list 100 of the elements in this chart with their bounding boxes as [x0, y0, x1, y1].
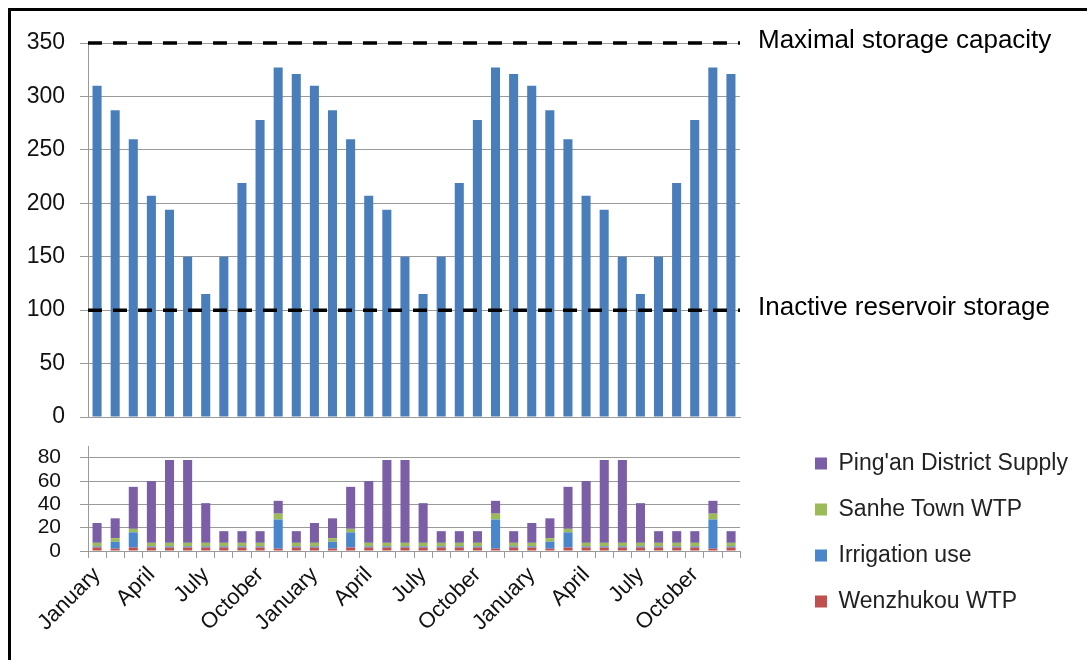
bar [563, 486, 573, 529]
y-tick-label: 50 [39, 348, 65, 375]
bar [92, 85, 102, 417]
y-tick-label: 250 [26, 135, 65, 162]
bar [110, 110, 120, 417]
bar [436, 256, 446, 417]
bar [128, 486, 138, 529]
bar [509, 73, 519, 417]
bar [653, 256, 664, 417]
bar [219, 256, 229, 417]
y-tick-label: 20 [37, 514, 61, 538]
bar [527, 85, 537, 417]
bar [128, 139, 138, 417]
bar [346, 547, 356, 551]
bar [328, 541, 338, 549]
bar [92, 523, 102, 543]
bar [128, 532, 138, 548]
bar [490, 67, 501, 417]
bar [545, 110, 555, 417]
bar [617, 256, 627, 417]
bar [690, 531, 700, 543]
bar [472, 531, 482, 543]
bar [400, 460, 410, 543]
bar [400, 256, 410, 417]
bar [273, 519, 283, 549]
bar [328, 538, 338, 542]
y-tick-label: 300 [26, 81, 65, 108]
y-tick-label: 0 [52, 402, 65, 429]
bar [436, 531, 446, 543]
bar [418, 294, 428, 417]
bar [328, 518, 338, 539]
y-tick-label: 150 [26, 242, 65, 269]
bar [509, 531, 519, 543]
bar [491, 513, 501, 520]
bar [146, 481, 156, 543]
bar [273, 500, 283, 514]
bar [382, 209, 392, 417]
bar [654, 531, 664, 543]
bar [563, 139, 573, 417]
y-tick-label: 40 [37, 491, 61, 515]
bar [346, 486, 356, 529]
bar [110, 541, 120, 549]
bar [672, 531, 682, 543]
bar [309, 523, 319, 543]
bar [545, 541, 555, 549]
bar [255, 119, 265, 417]
legend-label: Wenzhukou WTP [838, 586, 1018, 613]
bar [726, 531, 736, 543]
bar [273, 513, 283, 520]
bar [599, 209, 609, 417]
bar [346, 139, 356, 417]
bar [110, 518, 120, 539]
bar [146, 195, 156, 417]
bar [491, 500, 501, 514]
bar [617, 460, 627, 543]
ref-line-label: Inactive reservoir storage [758, 291, 1050, 322]
bar [581, 195, 591, 417]
bar [273, 67, 283, 417]
y-tick-label: 200 [26, 188, 65, 215]
bar [726, 73, 736, 417]
bar [454, 531, 464, 543]
bar [545, 518, 555, 539]
bar [237, 182, 247, 417]
legend-label: Irrigation use [838, 540, 972, 567]
bar [545, 538, 555, 542]
y-tick-label: 60 [37, 467, 61, 491]
bar [400, 542, 410, 547]
bar [382, 460, 392, 543]
bar [309, 85, 319, 417]
bar [183, 460, 193, 543]
legend-label: Sanhe Town WTP [838, 494, 1023, 521]
bar [364, 195, 374, 417]
bar [346, 532, 356, 548]
bar [364, 481, 374, 543]
bar [128, 547, 138, 551]
bar [491, 519, 501, 549]
bar [454, 182, 464, 417]
bar [291, 531, 301, 543]
bar [183, 256, 193, 417]
bar [635, 503, 646, 543]
bar [164, 209, 175, 417]
y-tick-label: 100 [26, 295, 65, 322]
bar [237, 542, 247, 547]
bar [708, 500, 718, 514]
bar [472, 119, 482, 417]
bar [690, 119, 700, 417]
y-tick-label: 0 [49, 537, 61, 561]
bar [708, 519, 718, 549]
legend-label: Ping'an District Supply [838, 448, 1069, 475]
bar [635, 294, 645, 417]
bar [599, 460, 609, 543]
bar [201, 294, 211, 417]
bar [418, 503, 428, 543]
bar [219, 531, 229, 543]
y-tick-label: 350 [26, 28, 65, 55]
bar [581, 481, 591, 543]
ref-line-label: Maximal storage capacity [758, 24, 1052, 55]
bar [110, 538, 120, 542]
bar [708, 513, 718, 520]
bar [708, 67, 718, 417]
